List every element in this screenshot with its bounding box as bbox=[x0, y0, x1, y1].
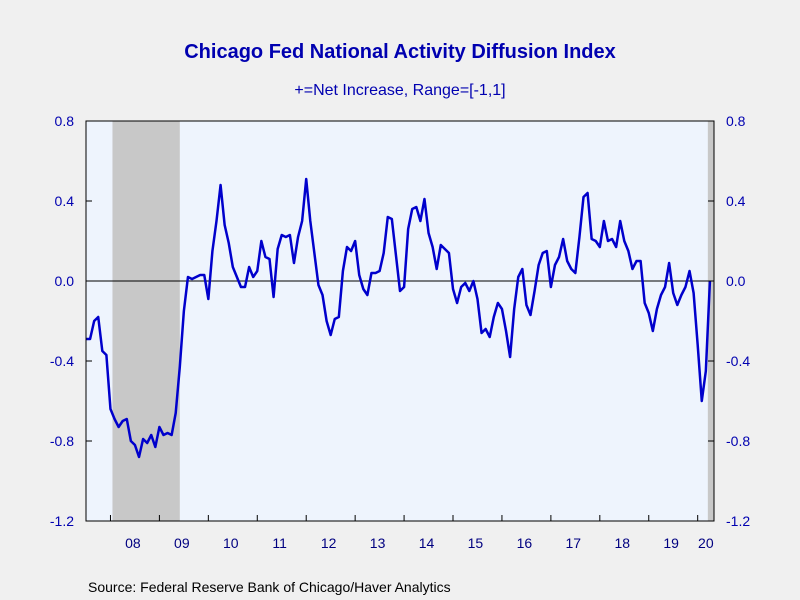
x-tick-label: 14 bbox=[419, 535, 435, 551]
x-axis: 08 09 10 11 12 13 14 15 16 17 18 19 20 bbox=[109, 515, 714, 551]
series-line-1 bbox=[86, 177, 712, 459]
x-tick-label: 10 bbox=[223, 535, 239, 551]
recession-shading bbox=[112, 121, 714, 521]
recession-band-2 bbox=[707, 121, 714, 521]
x-tick-label: 19 bbox=[663, 535, 679, 551]
y-tick-label-left: -0.8 bbox=[50, 433, 74, 449]
y-tick-label-left: 0.8 bbox=[55, 113, 75, 129]
x-tick-label: 08 bbox=[125, 535, 141, 551]
x-tick-label: 13 bbox=[370, 535, 386, 551]
recession-band-1 bbox=[112, 121, 180, 521]
y-tick-label-right: -0.4 bbox=[726, 353, 750, 369]
x-tick-label: 09 bbox=[174, 535, 190, 551]
x-tick-label: 20 bbox=[698, 535, 714, 551]
x-tick-label: 15 bbox=[468, 535, 484, 551]
y-tick-label-right: 0.4 bbox=[726, 193, 746, 209]
x-tick-label: 16 bbox=[517, 535, 533, 551]
y-tick-label-left: 0.0 bbox=[55, 273, 75, 289]
plot-area bbox=[86, 121, 714, 521]
chart-title: Chicago Fed National Activity Diffusion … bbox=[184, 41, 616, 63]
chart-subtitle: +=Net Increase, Range=[-1,1] bbox=[294, 82, 505, 99]
x-tick-label: 18 bbox=[614, 535, 630, 551]
y-axis: 0.8 0.8 0.4 0.4 0.0 0.0 -0.4 -0.4 -0.8 -0.8 -1.2 -1… bbox=[50, 113, 750, 529]
y-tick-label-left: -0.4 bbox=[50, 353, 74, 369]
x-tick-label: 11 bbox=[272, 535, 287, 551]
x-tick-label: 12 bbox=[321, 535, 337, 551]
series-group bbox=[86, 177, 712, 459]
y-tick-label-left: -1.2 bbox=[50, 513, 74, 529]
y-tick-label-right: -1.2 bbox=[726, 513, 750, 529]
y-tick-label-right: 0.0 bbox=[726, 273, 746, 289]
y-tick-label-left: 0.4 bbox=[55, 193, 75, 209]
y-tick-label-right: -0.8 bbox=[726, 433, 750, 449]
y-tick-label-right: 0.8 bbox=[726, 113, 746, 129]
x-tick-label: 17 bbox=[566, 535, 582, 551]
source-note: Source: Federal Reserve Bank of Chicago/… bbox=[88, 579, 451, 595]
plot-frame bbox=[85, 120, 715, 522]
